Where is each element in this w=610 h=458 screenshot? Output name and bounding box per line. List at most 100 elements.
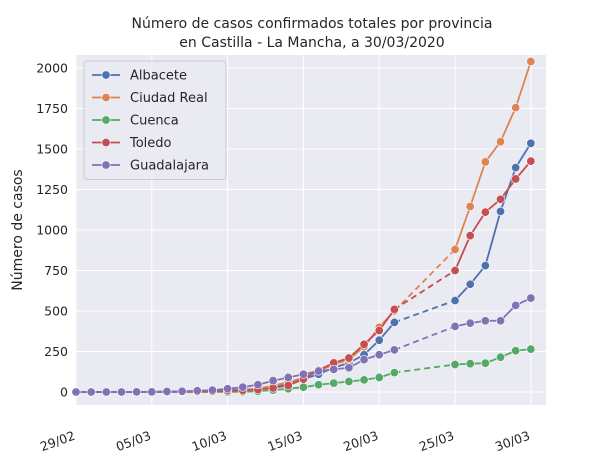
- data-point: [359, 355, 369, 365]
- legend-label: Ciudad Real: [130, 91, 208, 106]
- data-point: [450, 244, 460, 254]
- data-point: [480, 261, 490, 271]
- legend-marker: [101, 70, 111, 80]
- data-point: [450, 321, 460, 331]
- y-tick-label: 250: [44, 344, 68, 359]
- data-point: [526, 344, 536, 354]
- data-point: [389, 368, 399, 378]
- legend-marker: [101, 93, 111, 103]
- data-point: [71, 387, 81, 397]
- data-point: [389, 304, 399, 314]
- y-tick-label: 2000: [36, 60, 68, 75]
- data-point: [526, 156, 536, 166]
- data-point: [314, 366, 324, 376]
- data-point: [344, 353, 354, 363]
- data-point: [329, 378, 339, 388]
- legend-label: Albacete: [130, 69, 187, 84]
- data-point: [283, 381, 293, 391]
- data-point: [511, 103, 521, 113]
- data-point: [389, 345, 399, 355]
- y-axis-label: Número de casos: [10, 169, 26, 290]
- data-point: [147, 387, 157, 397]
- data-point: [268, 376, 278, 386]
- chart-title-line-2: en Castilla - La Mancha, a 30/03/2020: [179, 35, 444, 51]
- data-point: [526, 293, 536, 303]
- y-tick-label: 1500: [36, 141, 68, 156]
- series-line-gap: [394, 363, 456, 374]
- data-point: [329, 364, 339, 374]
- data-point: [465, 202, 475, 212]
- x-tick-label: 05/03: [114, 428, 153, 454]
- data-point: [511, 300, 521, 310]
- data-point: [496, 316, 506, 326]
- series-line-gap: [393, 248, 456, 312]
- data-point: [344, 377, 354, 387]
- series-layer: [71, 56, 536, 397]
- data-point: [465, 231, 475, 241]
- data-point: [511, 163, 521, 173]
- data-point: [480, 157, 490, 167]
- series-line-gap: [393, 269, 456, 311]
- series-guadalajara: [71, 293, 536, 397]
- data-point: [192, 386, 202, 396]
- y-tick-labels: 0 250 500 750 1000 1250 1500 1750 2000: [36, 60, 68, 399]
- data-point: [389, 317, 399, 327]
- data-point: [496, 194, 506, 204]
- legend-marker: [101, 160, 111, 170]
- data-point: [496, 352, 506, 362]
- legend-label: Toledo: [129, 136, 172, 151]
- data-point: [526, 138, 536, 148]
- series-line-segment: [454, 61, 532, 250]
- data-point: [450, 359, 460, 369]
- data-point: [450, 266, 460, 276]
- y-tick-label: 750: [44, 263, 68, 278]
- y-tick-label: 1750: [36, 101, 68, 116]
- data-point: [344, 363, 354, 373]
- y-tick-label: 500: [44, 304, 68, 319]
- data-point: [480, 207, 490, 217]
- data-point: [480, 316, 490, 326]
- data-point: [465, 318, 475, 328]
- data-point: [511, 174, 521, 184]
- data-point: [374, 372, 384, 382]
- series-line-gap: [394, 299, 456, 324]
- data-point: [298, 369, 308, 379]
- chart-title-line-1: Número de casos confirmados totales por …: [132, 16, 493, 32]
- data-point: [86, 387, 96, 397]
- x-tick-label: 10/03: [190, 428, 229, 454]
- y-tick-label: 1000: [36, 223, 68, 238]
- data-point: [238, 382, 248, 392]
- data-point: [496, 137, 506, 147]
- data-point: [359, 339, 369, 349]
- y-tick-label: 1250: [36, 182, 68, 197]
- data-point: [465, 279, 475, 289]
- legend-box: [83, 60, 227, 180]
- x-tick-labels: 29/02 05/03 10/03 15/03 20/03 25/03 30/03: [38, 428, 532, 454]
- data-point: [162, 387, 172, 397]
- data-point: [253, 380, 263, 390]
- data-point: [132, 387, 142, 397]
- data-point: [450, 295, 460, 305]
- legend-label: Cuenca: [130, 114, 179, 129]
- data-point: [207, 385, 217, 395]
- data-point: [480, 358, 490, 368]
- data-point: [101, 387, 111, 397]
- data-point: [177, 386, 187, 396]
- series-line-segment: [76, 349, 395, 393]
- x-tick-label: 20/03: [341, 428, 380, 454]
- series-line-gap: [394, 325, 456, 351]
- data-point: [374, 350, 384, 360]
- x-tick-label: 25/03: [417, 428, 456, 454]
- legend-label: Guadalajara: [130, 159, 209, 174]
- y-tick-label: 0: [60, 385, 68, 400]
- data-point: [496, 206, 506, 216]
- legend: Albacete Ciudad Real Cuenca Toledo Guadalaja…: [83, 60, 227, 180]
- x-tick-label: 15/03: [265, 428, 304, 454]
- legend-marker: [101, 138, 111, 148]
- data-point: [359, 375, 369, 385]
- x-tick-label: 30/03: [493, 428, 532, 454]
- legend-marker: [101, 115, 111, 125]
- data-point: [116, 387, 126, 397]
- data-point: [526, 56, 536, 66]
